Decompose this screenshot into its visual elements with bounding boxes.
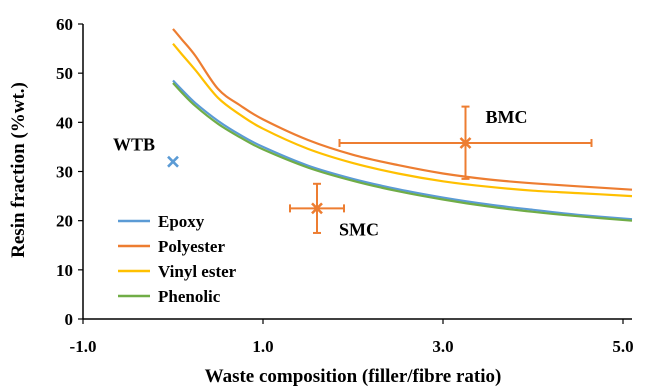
legend-item-vinyl-ester: Vinyl ester (118, 262, 237, 281)
x-tick-label: 3.0 (432, 337, 453, 356)
legend-item-phenolic: Phenolic (118, 287, 221, 306)
point-label-bmc: BMC (486, 107, 528, 127)
legend-label: Epoxy (158, 212, 205, 231)
x-axis-ticks: -1.0 1.0 3.0 5.0 (70, 319, 634, 356)
series-line-phenolic (172, 82, 633, 222)
x-marker (311, 202, 323, 215)
y-tick-label: 10 (56, 261, 73, 280)
legend-label: Phenolic (158, 287, 221, 306)
data-points: WTB SMC BMC (113, 105, 593, 239)
point-smc: SMC (289, 182, 379, 239)
legend-label: Vinyl ester (158, 262, 237, 281)
y-axis-label: Resin fraction (%wt.) (8, 82, 29, 258)
series-line-vinyl-ester (172, 42, 633, 198)
series-lines (172, 28, 633, 222)
series-line-epoxy (172, 79, 633, 221)
x-tick-label: 5.0 (612, 337, 633, 356)
point-label-smc: SMC (339, 219, 379, 239)
point-wtb: WTB (113, 135, 179, 168)
legend-item-polyester: Polyester (118, 237, 225, 256)
x-tick-label: 1.0 (252, 337, 273, 356)
y-tick-label: 0 (65, 310, 74, 329)
series-line-polyester (172, 28, 633, 191)
point-bmc: BMC (338, 105, 593, 180)
y-tick-label: 20 (56, 212, 73, 231)
y-axis-ticks: 0 10 20 30 40 50 60 (56, 15, 83, 329)
legend-item-epoxy: Epoxy (118, 212, 205, 231)
y-tick-label: 40 (56, 113, 73, 132)
x-axis-label: Waste composition (filler/fibre ratio) (205, 366, 502, 387)
legend: Epoxy Polyester Vinyl ester Phenolic (118, 212, 237, 306)
y-tick-label: 60 (56, 15, 73, 34)
y-tick-label: 50 (56, 64, 73, 83)
point-label-wtb: WTB (113, 135, 155, 155)
x-marker (167, 155, 179, 168)
legend-label: Polyester (158, 237, 225, 256)
x-tick-label: -1.0 (70, 337, 97, 356)
x-marker (459, 137, 472, 149)
y-tick-label: 30 (56, 163, 73, 182)
